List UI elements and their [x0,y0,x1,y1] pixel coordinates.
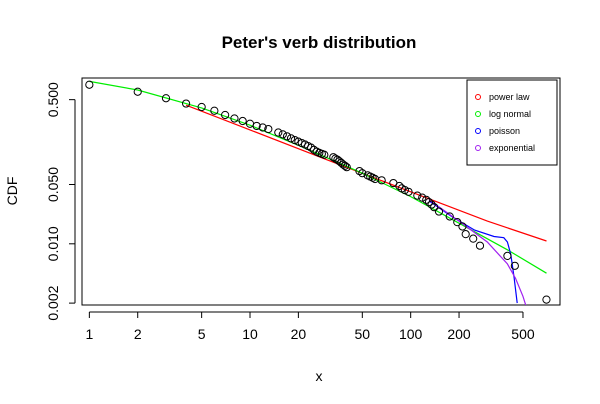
y-axis-label: CDF [4,177,20,206]
data-point [329,153,338,162]
data-point [424,198,434,207]
y-tick-label: 0.002 [45,285,61,320]
legend-marker [475,128,481,134]
data-point [413,191,422,200]
data-point [286,134,296,143]
data-point [290,135,299,145]
data-point [210,106,219,115]
data-point [238,116,247,126]
data-point [307,143,316,152]
legend-label: log normal [489,109,531,119]
data-point [453,218,462,227]
data-point [278,130,287,139]
data-point [85,80,94,89]
data-point [458,222,467,231]
data-point [230,114,239,123]
y-tick-label: 0.010 [45,226,61,261]
data-point [358,169,367,178]
data-point [161,94,171,103]
data-point [475,241,485,250]
x-tick-label: 200 [447,326,471,342]
data-point [395,181,404,191]
data-point [510,261,519,270]
x-axis: 1 2 5 10 20 50 100 200 500 [85,311,535,342]
data-point [355,166,364,176]
x-tick-label: 5 [198,326,206,342]
legend-marker [475,111,481,117]
data-point [258,123,267,132]
x-tick-label: 100 [399,326,423,342]
data-point [377,176,386,185]
x-tick-label: 2 [134,326,142,342]
y-tick-label: 0.050 [45,167,61,202]
data-point [181,99,191,108]
data-point [264,124,273,134]
data-point [340,161,350,170]
data-point [434,207,444,216]
data-point [430,203,439,212]
data-point [461,230,470,239]
y-tick-label: 0.500 [45,82,61,117]
data-point [282,132,292,141]
data-point [542,295,551,304]
x-tick-label: 20 [291,326,307,342]
x-axis-label: x [316,368,323,384]
data-point [274,128,283,137]
legend-label: exponential [489,143,535,153]
x-tick-label: 10 [242,326,258,342]
data-points [85,80,551,304]
x-tick-label: 50 [355,326,371,342]
data-point [133,87,142,96]
plot-frame [81,77,561,306]
data-point [404,187,413,196]
data-point [320,150,329,159]
data-point [469,234,478,243]
data-point [418,193,427,202]
data-point [252,121,261,131]
x-tick-label: 500 [511,326,535,342]
legend-box [466,79,558,166]
x-tick-label: 1 [85,326,93,342]
chart-title: Peter's verb distribution [222,33,417,52]
legend-label: power law [489,92,530,102]
legend: power law log normal poisson exponential [466,79,558,166]
data-point [342,163,351,172]
data-point [197,102,206,112]
legend-label: poisson [489,126,520,136]
data-point [427,200,436,209]
data-point [331,154,340,163]
data-point [445,212,454,221]
plot-area [85,80,551,305]
series-line-exponential [428,199,527,305]
data-point [400,185,409,195]
legend-marker [475,94,481,100]
y-axis: 0.002 0.010 0.050 0.500 [45,82,76,321]
data-point [503,251,512,261]
data-point [221,110,230,120]
legend-marker [475,145,481,151]
data-point [422,195,431,204]
